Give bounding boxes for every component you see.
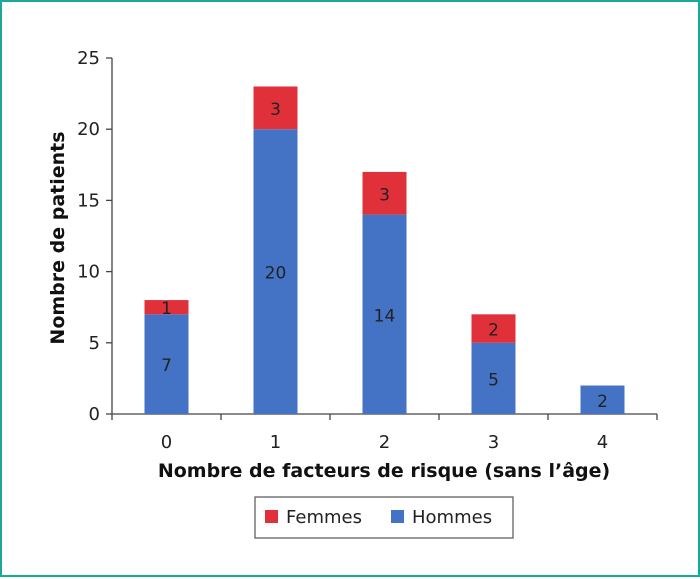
- y-tick-label: 10: [77, 262, 100, 283]
- y-tick-label: 5: [89, 333, 100, 354]
- bar-hommes-3: [471, 342, 516, 414]
- y-axis-title: Nombre de patients: [47, 131, 69, 344]
- x-tick-label: 1: [270, 432, 281, 453]
- y-tick-label: 15: [77, 190, 100, 211]
- bar-femmes-1: [253, 86, 298, 130]
- data-label-hommes-3: 5: [488, 370, 499, 390]
- data-label-hommes-2: 14: [374, 306, 396, 326]
- bar-hommes-4: [580, 385, 625, 414]
- bar-femmes-3: [471, 314, 516, 343]
- data-label-hommes-0: 7: [161, 356, 172, 376]
- legend-label-hommes: Hommes: [412, 507, 492, 528]
- y-tick-label: 25: [77, 48, 100, 69]
- legend-swatch-femmes: [265, 510, 278, 523]
- legend: Femmes Hommes: [254, 496, 514, 539]
- bar-hommes-0: [144, 314, 189, 414]
- x-tick-label: 2: [379, 432, 390, 453]
- bar-hommes-2: [362, 214, 407, 414]
- bar-hommes-1: [253, 129, 298, 414]
- x-tick-label: 4: [597, 432, 608, 453]
- x-tick-label: 0: [161, 432, 172, 453]
- bar-femmes-2: [362, 171, 407, 215]
- bars: [144, 86, 625, 414]
- data-label-femmes-2: 3: [379, 185, 390, 205]
- data-label-femmes-0: 1: [161, 299, 172, 319]
- x-axis-title: Nombre de facteurs de risque (sans l’âge…: [158, 460, 610, 482]
- y-tick-label: 20: [77, 119, 100, 140]
- data-label-femmes-1: 3: [270, 100, 281, 120]
- data-labels: 7 1 20 3 14 3 5 2 2: [161, 100, 608, 412]
- legend-box: [254, 496, 514, 539]
- y-axis: 0 5 10 15 20 25: [77, 48, 113, 425]
- data-label-femmes-3: 2: [488, 321, 499, 341]
- x-tick-label: 3: [488, 432, 499, 453]
- y-tick-label: 0: [89, 404, 100, 425]
- data-label-hommes-1: 20: [265, 264, 287, 284]
- legend-swatch-hommes: [391, 510, 404, 523]
- bar-femmes-0: [144, 300, 189, 315]
- data-label-hommes-4: 2: [597, 392, 608, 412]
- x-axis: 0 1 2 3 4: [111, 413, 658, 453]
- legend-label-femmes: Femmes: [286, 507, 362, 528]
